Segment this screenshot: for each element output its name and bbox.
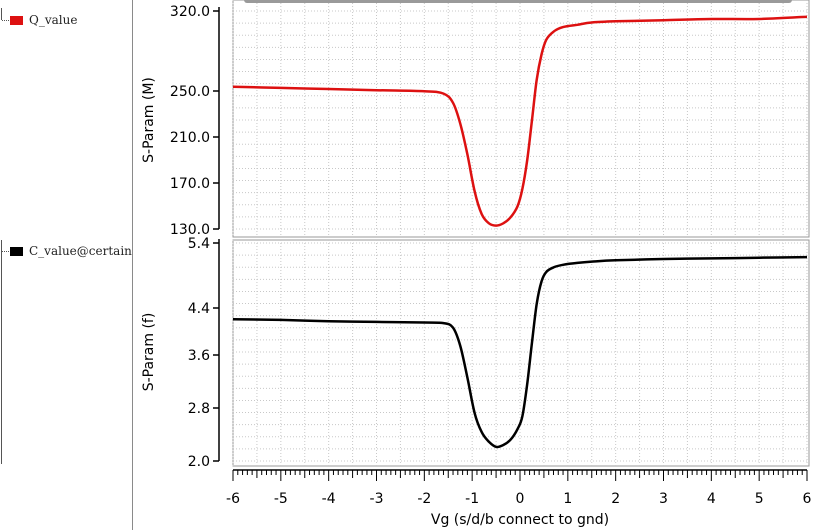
series-line-c-value-certain xyxy=(232,255,808,449)
x-axis-title: Vg (s/d/b connect to gnd) xyxy=(431,512,609,528)
x-tick-label: -6 xyxy=(226,491,240,507)
tree-connector xyxy=(2,250,9,252)
legend-panel: Q_value C_value@certain xyxy=(0,0,133,530)
legend-item-q-value[interactable]: Q_value xyxy=(2,12,77,28)
legend-label-c-value: C_value@certain xyxy=(29,244,132,258)
x-tick-label: -2 xyxy=(417,491,431,507)
plot-area xyxy=(232,239,810,467)
x-tick-label: 4 xyxy=(707,491,716,507)
y-tick-label: 5.4 xyxy=(188,236,210,252)
y-tick-label: 210.0 xyxy=(170,130,210,146)
x-tick-label: 3 xyxy=(659,491,668,507)
x-tick-label: -1 xyxy=(465,491,479,507)
y-tick-label: 3.6 xyxy=(188,348,210,364)
series-line-q-value xyxy=(232,15,808,227)
legend-label-q-value: Q_value xyxy=(29,13,78,27)
q-value-color-swatch xyxy=(10,15,23,25)
horizontal-scrollbar[interactable] xyxy=(244,0,792,3)
legend-item-c-value[interactable]: C_value@certain xyxy=(2,243,132,259)
x-tick-label: -4 xyxy=(322,491,336,507)
y-tick-label: 4.4 xyxy=(188,301,210,317)
x-tick-label: 5 xyxy=(755,491,764,507)
x-tick-label: 1 xyxy=(563,491,572,507)
x-tick-label: 6 xyxy=(803,491,812,507)
c-value-color-swatch xyxy=(10,246,23,256)
y-axis-title: S-Param (M) xyxy=(141,77,157,163)
y-axis-title: S-Param (f) xyxy=(141,313,157,392)
tree-connector xyxy=(2,19,9,21)
y-tick-label: 320.0 xyxy=(170,4,210,20)
y-tick-label: 250.0 xyxy=(170,84,210,100)
x-tick-label: -3 xyxy=(370,491,384,507)
x-tick-label: 2 xyxy=(611,491,620,507)
tree-line xyxy=(1,240,2,464)
tree-line xyxy=(1,8,2,20)
y-tick-label: 2.8 xyxy=(188,401,210,417)
y-tick-label: 130.0 xyxy=(170,222,210,238)
y-tick-label: 2.0 xyxy=(188,454,210,470)
x-tick-label: 0 xyxy=(516,491,525,507)
x-tick-label: -5 xyxy=(274,491,288,507)
y-tick-label: 170.0 xyxy=(170,176,210,192)
